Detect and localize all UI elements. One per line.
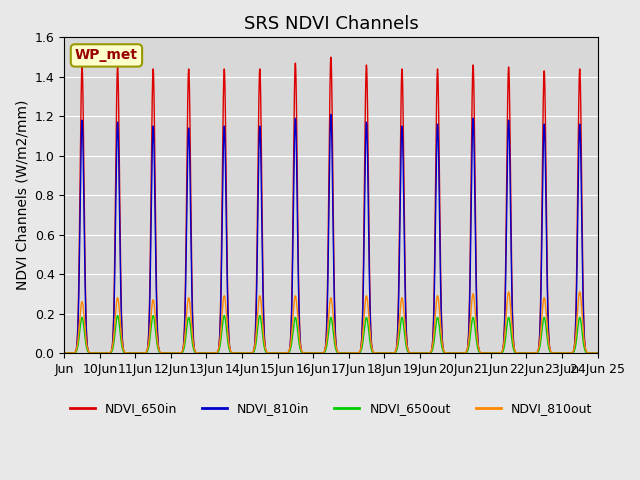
NDVI_650out (265, 350, 273, 356)
NDVI_810in (327, 111, 335, 117)
NDVI_810in (60, 350, 68, 356)
Y-axis label: NDVI Channels (W/m2/mm): NDVI Channels (W/m2/mm) (15, 100, 29, 290)
NDVI_810out (576, 289, 584, 295)
NDVI_810out (565, 350, 573, 356)
NDVI_810in (124, 350, 132, 356)
NDVI_810out (124, 350, 132, 356)
NDVI_650out (114, 312, 122, 318)
Line: NDVI_650in: NDVI_650in (64, 57, 598, 353)
NDVI_810in (542, 190, 550, 195)
Line: NDVI_650out: NDVI_650out (64, 315, 598, 353)
NDVI_650in (594, 350, 602, 356)
NDVI_810out (545, 335, 552, 341)
NDVI_650out (124, 350, 132, 356)
NDVI_650in (394, 313, 402, 319)
NDVI_810in (265, 350, 273, 356)
NDVI_810in (566, 350, 573, 356)
NDVI_810in (394, 321, 402, 326)
NDVI_650in (327, 54, 335, 60)
NDVI_650in (60, 350, 68, 356)
NDVI_810in (594, 350, 602, 356)
Line: NDVI_810out: NDVI_810out (64, 292, 598, 353)
Line: NDVI_810in: NDVI_810in (64, 114, 598, 353)
NDVI_810in (545, 326, 552, 332)
NDVI_810out (60, 350, 68, 356)
Legend: NDVI_650in, NDVI_810in, NDVI_650out, NDVI_810out: NDVI_650in, NDVI_810in, NDVI_650out, NDV… (65, 397, 597, 420)
NDVI_650in (545, 320, 552, 326)
NDVI_810out (542, 304, 550, 310)
NDVI_650out (594, 350, 602, 356)
NDVI_650in (566, 350, 573, 356)
NDVI_650out (394, 342, 402, 348)
NDVI_650out (60, 350, 68, 356)
Title: SRS NDVI Channels: SRS NDVI Channels (243, 15, 419, 33)
NDVI_650in (265, 350, 273, 356)
Text: WP_met: WP_met (75, 48, 138, 62)
NDVI_810out (594, 350, 602, 356)
NDVI_650out (566, 350, 573, 356)
NDVI_650in (124, 350, 132, 356)
NDVI_810out (394, 336, 402, 341)
NDVI_650out (542, 323, 550, 328)
NDVI_810out (265, 350, 273, 356)
NDVI_650out (545, 343, 552, 349)
NDVI_650in (542, 152, 550, 158)
